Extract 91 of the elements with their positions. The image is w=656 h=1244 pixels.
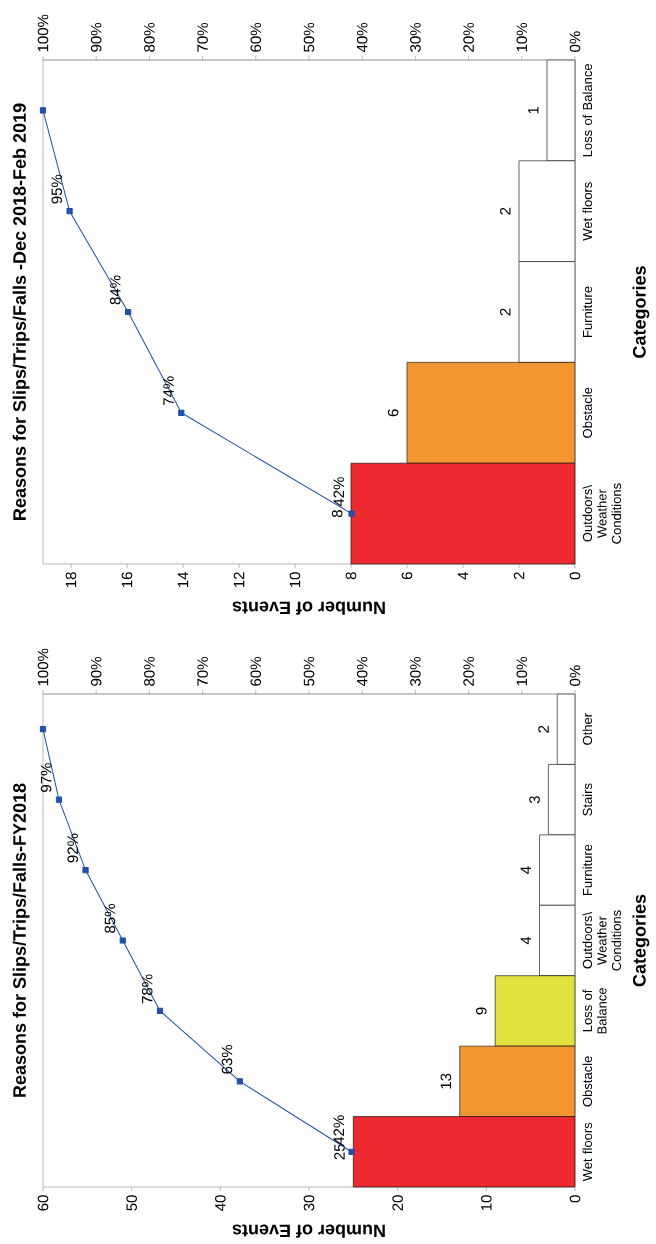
x-tick-label: 16 bbox=[121, 572, 133, 588]
y-tick-label: Furniture bbox=[582, 844, 593, 896]
x-tick-label: 10 bbox=[289, 572, 301, 588]
data-label: 42% bbox=[333, 1115, 345, 1145]
point bbox=[348, 510, 355, 517]
x-tick-label: 10 bbox=[481, 1195, 492, 1211]
data-label: 4 bbox=[520, 866, 531, 874]
point bbox=[125, 308, 132, 316]
point bbox=[119, 937, 126, 944]
x2-tick-label: 80% bbox=[144, 656, 155, 686]
x2-tick-label: 10% bbox=[516, 656, 528, 686]
x2-tick-label: 50% bbox=[303, 656, 315, 686]
y-axis-title: Categories bbox=[632, 266, 650, 358]
y-tick-label: Furniture bbox=[582, 286, 593, 337]
data-label: 13 bbox=[440, 1073, 452, 1089]
x2-tick-label: 100% bbox=[37, 648, 49, 686]
x2-tick-label: 80% bbox=[144, 22, 155, 52]
x-tick-label: 18 bbox=[65, 572, 77, 588]
data-label: 92% bbox=[67, 833, 79, 863]
data-label: 3 bbox=[529, 796, 540, 804]
data-label: 8 bbox=[331, 510, 343, 518]
y-tick-label: Wet floors bbox=[582, 182, 593, 241]
data-label: 6 bbox=[387, 409, 399, 417]
data-label: 78% bbox=[141, 974, 153, 1004]
y-tick-label: Outdoors\ Weather Conditions bbox=[582, 910, 622, 971]
point bbox=[39, 107, 47, 114]
data-label: 85% bbox=[104, 904, 116, 933]
point bbox=[55, 796, 63, 803]
x2-tick-label: 90% bbox=[90, 22, 102, 52]
x2-tick-label: 70% bbox=[197, 22, 208, 52]
data-label: 74% bbox=[163, 376, 174, 406]
data-label: 9 bbox=[476, 1007, 487, 1015]
x-axis-title: Number of Events bbox=[232, 1224, 385, 1238]
data-label: 42% bbox=[333, 477, 345, 507]
data-label: 97% bbox=[40, 763, 52, 792]
x-tick-label: 6 bbox=[401, 572, 413, 580]
data-label: 63% bbox=[221, 1044, 233, 1074]
x2-tick-label: 60% bbox=[250, 656, 262, 686]
data-label: 4 bbox=[520, 936, 531, 945]
text: Reasons for Slips/Trips/Falls-FY2018 bbox=[12, 783, 30, 1097]
x2-tick-label: 40% bbox=[356, 656, 368, 687]
x2-tick-label: 50% bbox=[303, 22, 315, 52]
x2-tick-label: 60% bbox=[250, 22, 262, 52]
point bbox=[39, 726, 47, 733]
point bbox=[348, 1148, 355, 1155]
x-tick-label: 50 bbox=[126, 1195, 137, 1211]
x2-tick-label: 100% bbox=[37, 14, 49, 52]
x-tick-label: 0 bbox=[569, 572, 581, 580]
y-tick-label: Loss of Balance bbox=[582, 64, 593, 157]
x2-tick-label: 90% bbox=[90, 656, 102, 686]
x2-tick-label: 30% bbox=[410, 656, 421, 686]
y-tick-label: Stairs bbox=[582, 783, 593, 816]
x-tick-label: 20 bbox=[392, 1195, 403, 1211]
y-tick-label: Wet floors bbox=[582, 1122, 593, 1182]
data-label: 25 bbox=[334, 1144, 345, 1160]
x2-tick-label: 0% bbox=[569, 665, 581, 686]
point bbox=[66, 208, 73, 215]
data-label: 95% bbox=[51, 174, 63, 204]
x2-tick-label: 0% bbox=[569, 31, 581, 52]
data-label: 2 bbox=[499, 308, 511, 316]
y-tick-label: Loss of Balance bbox=[582, 988, 607, 1034]
x2-tick-label: 20% bbox=[463, 656, 474, 686]
text: Reasons for Slips/Trips/Falls -Dec 2018-Feb 2019 bbox=[12, 103, 30, 520]
point bbox=[236, 1078, 243, 1085]
y-axis-title: Categories bbox=[632, 894, 650, 987]
point bbox=[178, 409, 185, 416]
x-tick-label: 8 bbox=[345, 572, 357, 580]
data-label: 2 bbox=[499, 207, 511, 215]
point bbox=[156, 1007, 164, 1015]
data-label: 84% bbox=[109, 275, 121, 305]
x-tick-label: 2 bbox=[513, 572, 525, 580]
x-tick-label: 14 bbox=[177, 571, 189, 588]
x-tick-label: 40 bbox=[215, 1195, 226, 1211]
point bbox=[82, 866, 89, 874]
x-tick-label: 4 bbox=[457, 571, 469, 580]
y-tick-label: Outdoors\ Weather Conditions bbox=[582, 483, 622, 544]
x2-tick-label: 30% bbox=[410, 22, 421, 52]
x2-tick-label: 20% bbox=[463, 22, 474, 52]
x2-tick-label: 70% bbox=[197, 656, 208, 686]
x-tick-label: 60 bbox=[37, 1195, 49, 1211]
y-tick-label: Obstacle bbox=[582, 387, 593, 438]
data-label: 1 bbox=[528, 106, 539, 114]
x-tick-label: 30 bbox=[303, 1195, 315, 1211]
data-label: 2 bbox=[538, 725, 549, 733]
x-axis-title: Number of Events bbox=[232, 601, 385, 615]
x-tick-label: 0 bbox=[569, 1195, 581, 1203]
y-tick-label: Other bbox=[582, 713, 593, 745]
x-tick-label: 12 bbox=[233, 572, 245, 588]
x2-tick-label: 40% bbox=[356, 22, 368, 53]
x2-tick-label: 10% bbox=[516, 22, 528, 52]
y-tick-label: Obstacle bbox=[582, 1056, 593, 1107]
